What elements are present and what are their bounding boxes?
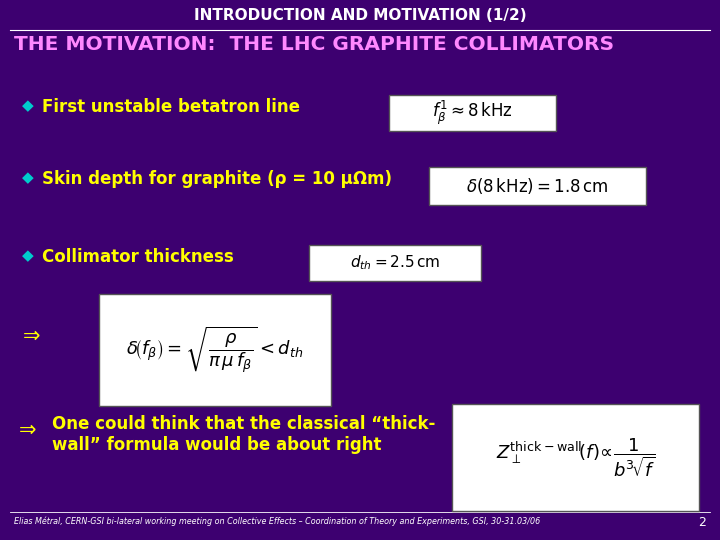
Text: ◆: ◆ [22,248,34,264]
Text: $\Rightarrow$: $\Rightarrow$ [14,419,37,439]
Text: Skin depth for graphite (ρ = 10 μΩm): Skin depth for graphite (ρ = 10 μΩm) [42,170,392,188]
Text: $Z_{\perp}^{\mathrm{thick-wall}}\!\left(f\right)\!\propto\!\dfrac{1}{b^{3}\!\sqr: $Z_{\perp}^{\mathrm{thick-wall}}\!\left(… [496,436,655,479]
Text: Elias Métral, CERN-GSI bi-lateral working meeting on Collective Effects – Coordi: Elias Métral, CERN-GSI bi-lateral workin… [14,516,540,525]
FancyBboxPatch shape [429,167,646,205]
FancyBboxPatch shape [309,245,481,281]
Text: THE MOTIVATION:  THE LHC GRAPHITE COLLIMATORS: THE MOTIVATION: THE LHC GRAPHITE COLLIMA… [14,35,614,54]
Text: $d_{th} = 2.5\,\mathrm{cm}$: $d_{th} = 2.5\,\mathrm{cm}$ [350,254,440,272]
Text: INTRODUCTION AND MOTIVATION (1/2): INTRODUCTION AND MOTIVATION (1/2) [194,8,526,23]
Text: One could think that the classical “thick-
wall” formula would be about right: One could think that the classical “thic… [52,415,436,454]
Text: First unstable betatron line: First unstable betatron line [42,98,300,116]
Text: $\Rightarrow$: $\Rightarrow$ [18,325,40,345]
FancyBboxPatch shape [389,95,556,131]
FancyBboxPatch shape [452,404,699,511]
Text: $\delta\left(8\,\mathrm{kHz}\right)=1.8\,\mathrm{cm}$: $\delta\left(8\,\mathrm{kHz}\right)=1.8\… [467,176,608,196]
Text: $\delta\!\left(f_{\beta}\right)=\sqrt{\dfrac{\rho}{\pi\,\mu\,f_{\beta}}} < d_{th: $\delta\!\left(f_{\beta}\right)=\sqrt{\d… [126,325,304,376]
Text: ◆: ◆ [22,171,34,186]
FancyBboxPatch shape [99,294,331,406]
Text: $f_{\beta}^{1} \approx 8\,\mathrm{kHz}$: $f_{\beta}^{1} \approx 8\,\mathrm{kHz}$ [432,99,513,127]
Text: 2: 2 [698,516,706,529]
Text: ◆: ◆ [22,98,34,113]
Text: Collimator thickness: Collimator thickness [42,248,234,266]
